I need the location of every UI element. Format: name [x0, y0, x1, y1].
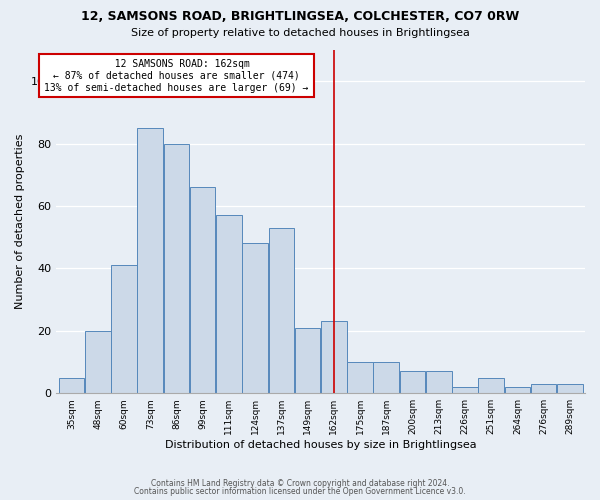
Bar — [400, 372, 425, 393]
Bar — [111, 266, 137, 393]
Text: Contains public sector information licensed under the Open Government Licence v3: Contains public sector information licen… — [134, 487, 466, 496]
Bar — [531, 384, 556, 393]
Bar — [242, 244, 268, 393]
Bar — [347, 362, 373, 393]
Bar — [137, 128, 163, 393]
Text: Contains HM Land Registry data © Crown copyright and database right 2024.: Contains HM Land Registry data © Crown c… — [151, 478, 449, 488]
Bar — [373, 362, 399, 393]
Bar — [85, 331, 110, 393]
Bar — [164, 144, 189, 393]
Bar — [426, 372, 452, 393]
Bar — [269, 228, 294, 393]
Bar — [452, 387, 478, 393]
Bar — [216, 216, 242, 393]
X-axis label: Distribution of detached houses by size in Brightlingsea: Distribution of detached houses by size … — [165, 440, 476, 450]
Y-axis label: Number of detached properties: Number of detached properties — [15, 134, 25, 310]
Text: 12, SAMSONS ROAD, BRIGHTLINGSEA, COLCHESTER, CO7 0RW: 12, SAMSONS ROAD, BRIGHTLINGSEA, COLCHES… — [81, 10, 519, 23]
Bar — [59, 378, 85, 393]
Bar — [190, 188, 215, 393]
Bar — [557, 384, 583, 393]
Bar — [321, 322, 347, 393]
Bar — [505, 387, 530, 393]
Text: Size of property relative to detached houses in Brightlingsea: Size of property relative to detached ho… — [131, 28, 469, 38]
Bar — [478, 378, 504, 393]
Text: 12 SAMSONS ROAD: 162sqm
← 87% of detached houses are smaller (474)
13% of semi-d: 12 SAMSONS ROAD: 162sqm ← 87% of detache… — [44, 60, 308, 92]
Bar — [295, 328, 320, 393]
